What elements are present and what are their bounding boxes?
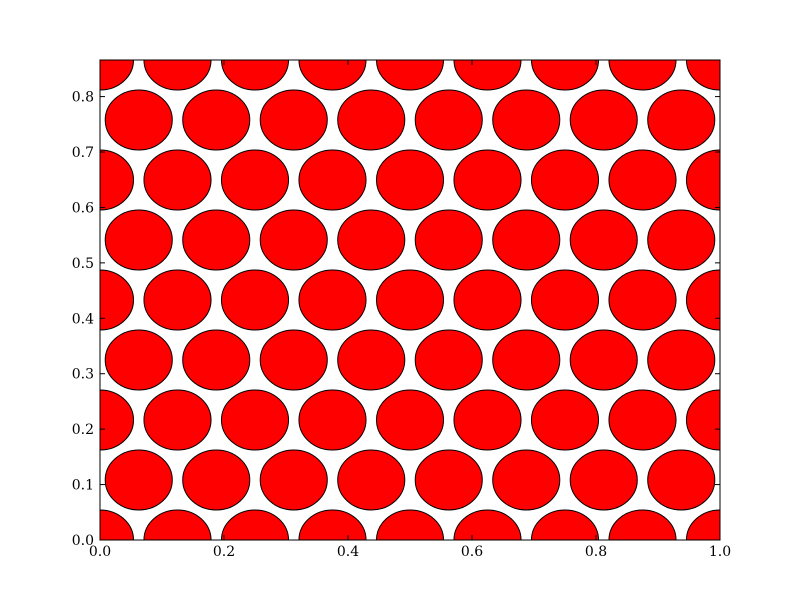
data-point-r0-c4 bbox=[375, 509, 445, 540]
data-point-r3-c4 bbox=[414, 329, 483, 391]
data-point-r6-c6 bbox=[530, 149, 600, 211]
y-tick-label: 0.4 bbox=[72, 311, 94, 327]
y-tick-label: 0.2 bbox=[72, 422, 94, 438]
data-point-r5-c0 bbox=[104, 209, 173, 271]
data-point-r3-c3 bbox=[337, 329, 406, 391]
data-point-r7-c2 bbox=[259, 89, 328, 151]
x-tick-label: 0.8 bbox=[585, 544, 607, 560]
data-point-r3-c5 bbox=[492, 329, 561, 391]
y-tick-label: 0.8 bbox=[72, 90, 94, 106]
y-tick-label: 0.3 bbox=[72, 367, 94, 383]
data-point-r4-c0 bbox=[100, 269, 135, 331]
data-point-r2-c3 bbox=[298, 389, 367, 451]
tick-labels: 0.0 0.2 0.4 0.6 0.8 1.0 0.0 0.1 0.2 0.3 0.4 0.5 0.6 0… bbox=[72, 90, 731, 560]
data-point-r7-c6 bbox=[569, 89, 638, 151]
axis-ticks bbox=[99, 60, 721, 541]
plot-frame bbox=[99, 59, 721, 541]
data-point-r5-c2 bbox=[259, 209, 328, 271]
data-point-r8-c8 bbox=[685, 60, 720, 91]
data-point-r7-c3 bbox=[337, 89, 406, 151]
data-point-r7-c0 bbox=[104, 89, 173, 151]
data-point-r4-c5 bbox=[453, 269, 522, 331]
data-point-r8-c2 bbox=[220, 60, 290, 91]
data-point-r4-c7 bbox=[608, 269, 677, 331]
x-tick-label: 0.0 bbox=[89, 544, 111, 560]
data-point-r4-c4 bbox=[375, 269, 445, 331]
data-point-r3-c0 bbox=[104, 329, 173, 391]
data-point-r0-c6 bbox=[530, 509, 600, 540]
data-point-r8-c7 bbox=[608, 60, 677, 91]
data-point-r6-c4 bbox=[375, 149, 445, 211]
data-point-r6-c2 bbox=[220, 149, 290, 211]
x-tick-label: 0.6 bbox=[461, 544, 483, 560]
y-tick-label: 0.0 bbox=[72, 533, 94, 549]
data-point-r5-c1 bbox=[182, 209, 251, 271]
data-point-r2-c6 bbox=[530, 389, 600, 451]
data-points bbox=[100, 60, 720, 540]
data-point-r1-c3 bbox=[337, 449, 406, 511]
data-point-r1-c1 bbox=[182, 449, 251, 511]
data-point-r4-c8 bbox=[685, 269, 720, 331]
x-tick-label: 1.0 bbox=[709, 544, 731, 560]
data-point-r7-c1 bbox=[182, 89, 251, 151]
data-point-r7-c5 bbox=[492, 89, 561, 151]
data-point-r0-c1 bbox=[143, 509, 212, 540]
data-point-r8-c4 bbox=[375, 60, 445, 91]
data-point-r8-c3 bbox=[298, 60, 367, 91]
data-point-r6-c7 bbox=[608, 149, 677, 211]
data-point-r5-c4 bbox=[414, 209, 483, 271]
data-point-r5-c3 bbox=[337, 209, 406, 271]
data-point-r1-c7 bbox=[647, 449, 716, 511]
data-point-r6-c0 bbox=[100, 149, 135, 211]
data-point-r3-c7 bbox=[647, 329, 716, 391]
data-point-r2-c8 bbox=[685, 389, 720, 451]
data-point-r5-c5 bbox=[492, 209, 561, 271]
y-tick-label: 0.5 bbox=[72, 256, 94, 272]
data-point-r1-c0 bbox=[104, 449, 173, 511]
data-point-r0-c0 bbox=[100, 509, 135, 540]
data-point-r2-c1 bbox=[143, 389, 212, 451]
y-tick-label: 0.6 bbox=[72, 200, 94, 216]
data-point-r2-c0 bbox=[100, 389, 135, 451]
data-point-r0-c3 bbox=[298, 509, 367, 540]
data-point-r5-c7 bbox=[647, 209, 716, 271]
data-point-r4-c6 bbox=[530, 269, 600, 331]
data-point-r6-c3 bbox=[298, 149, 367, 211]
data-point-r8-c6 bbox=[530, 60, 600, 91]
y-tick-label: 0.7 bbox=[72, 145, 94, 161]
data-point-r6-c8 bbox=[685, 149, 720, 211]
data-point-r2-c4 bbox=[375, 389, 445, 451]
x-tick-label: 0.2 bbox=[213, 544, 235, 560]
data-point-r2-c5 bbox=[453, 389, 522, 451]
data-point-r4-c2 bbox=[220, 269, 290, 331]
data-point-r7-c4 bbox=[414, 89, 483, 151]
data-point-r0-c2 bbox=[220, 509, 290, 540]
data-point-r0-c7 bbox=[608, 509, 677, 540]
data-point-r1-c2 bbox=[259, 449, 328, 511]
x-tick-label: 0.4 bbox=[337, 544, 359, 560]
data-point-r1-c4 bbox=[414, 449, 483, 511]
data-point-r1-c6 bbox=[569, 449, 638, 511]
data-point-r4-c3 bbox=[298, 269, 367, 331]
data-point-r0-c5 bbox=[453, 509, 522, 540]
data-point-r2-c7 bbox=[608, 389, 677, 451]
data-point-r8-c1 bbox=[143, 60, 212, 91]
data-point-r8-c0 bbox=[100, 60, 135, 91]
data-point-r4-c1 bbox=[143, 269, 212, 331]
data-point-r8-c5 bbox=[453, 60, 522, 91]
data-point-r6-c5 bbox=[453, 149, 522, 211]
data-point-r5-c6 bbox=[569, 209, 638, 271]
data-point-r1-c5 bbox=[492, 449, 561, 511]
data-point-r7-c7 bbox=[647, 89, 716, 151]
data-point-r2-c2 bbox=[220, 389, 290, 451]
data-point-r0-c8 bbox=[685, 509, 720, 540]
data-point-r3-c2 bbox=[259, 329, 328, 391]
data-point-r6-c1 bbox=[143, 149, 212, 211]
data-point-r3-c6 bbox=[569, 329, 638, 391]
data-point-r3-c1 bbox=[182, 329, 251, 391]
y-tick-label: 0.1 bbox=[72, 478, 94, 494]
